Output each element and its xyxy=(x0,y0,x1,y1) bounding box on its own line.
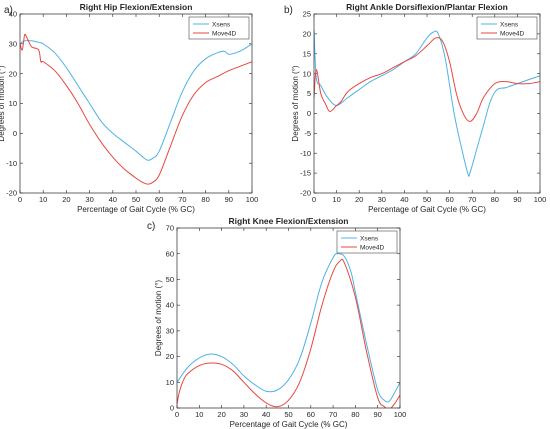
panel-label: a) xyxy=(4,5,13,16)
series-line-move4d xyxy=(314,37,540,122)
y-tick-label: -15 xyxy=(300,169,311,178)
y-tick-label: -10 xyxy=(300,149,311,158)
x-tick-label: 60 xyxy=(445,195,453,204)
y-tick-label: 30 xyxy=(9,39,17,48)
x-tick-label: 80 xyxy=(351,410,359,419)
x-tick-label: 60 xyxy=(155,195,163,204)
chart-title: Right Ankle Dorsiflexion/Plantar Flexion xyxy=(346,2,508,12)
y-tick-label: 0 xyxy=(170,404,174,413)
y-tick-label: 15 xyxy=(303,49,311,58)
plot-frame xyxy=(313,13,541,194)
legend-entry: Xsens xyxy=(500,22,519,29)
y-tick-label: 40 xyxy=(166,301,174,310)
legend: Xsens Move4D xyxy=(188,16,250,40)
legend-entry: Xsens xyxy=(212,22,231,29)
x-tick-label: 10 xyxy=(39,195,47,204)
x-tick-label: 40 xyxy=(400,195,408,204)
y-tick-label: 0 xyxy=(13,129,17,138)
x-tick-label: 10 xyxy=(195,410,203,419)
y-tick-label: -20 xyxy=(300,189,311,198)
chart-panel-2: b) Right Ankle Dorsiflexion/Plantar Flexi… xyxy=(284,2,546,214)
y-axis-label: Degrees of motion (°) xyxy=(0,65,6,141)
legend-entry: Move4D xyxy=(500,31,525,38)
y-tick-label: -10 xyxy=(6,159,17,168)
x-axis-label: Percentage of Gait Cycle (% GC) xyxy=(368,205,486,214)
x-tick-label: 80 xyxy=(201,195,209,204)
x-tick-label: 30 xyxy=(240,410,248,419)
x-tick-label: 10 xyxy=(332,195,340,204)
x-tick-label: 100 xyxy=(394,410,407,419)
x-tick-label: 20 xyxy=(62,195,70,204)
y-tick-label: 70 xyxy=(166,224,174,233)
chart-title: Right Knee Flexion/Extension xyxy=(229,216,349,226)
y-axis-label: Degrees of motion (°) xyxy=(154,280,163,356)
legend-entry: Move4D xyxy=(212,31,237,38)
x-tick-label: 70 xyxy=(468,195,476,204)
x-tick-label: 50 xyxy=(132,195,140,204)
y-tick-label: 20 xyxy=(9,69,17,78)
y-tick-label: 20 xyxy=(303,29,311,38)
series-line-move4d xyxy=(20,33,252,185)
x-tick-label: 0 xyxy=(312,195,316,204)
y-tick-label: 20 xyxy=(166,352,174,361)
x-tick-label: 80 xyxy=(491,195,499,204)
x-tick-label: 90 xyxy=(374,410,382,419)
panel-label: b) xyxy=(284,5,293,16)
y-tick-label: 40 xyxy=(9,10,17,19)
x-tick-label: 40 xyxy=(262,410,270,419)
y-tick-label: 60 xyxy=(166,249,174,258)
x-tick-label: 0 xyxy=(175,410,179,419)
x-tick-label: 60 xyxy=(307,410,315,419)
y-tick-label: 50 xyxy=(166,275,174,284)
legend: Xsens Move4D xyxy=(476,16,538,40)
x-tick-label: 20 xyxy=(217,410,225,419)
x-axis-label: Percentage of Gait Cycle (% GC) xyxy=(77,205,195,214)
series-line-xsens xyxy=(20,40,252,161)
x-tick-label: 40 xyxy=(109,195,117,204)
x-tick-label: 90 xyxy=(513,195,521,204)
x-tick-label: 100 xyxy=(534,195,547,204)
y-tick-label: 25 xyxy=(303,10,311,19)
x-tick-label: 90 xyxy=(225,195,233,204)
y-tick-label: 10 xyxy=(303,69,311,78)
plot-frame xyxy=(176,227,401,409)
chart-panel-3: c) Right Knee Flexion/Extension 0 10 20 30 40 5… xyxy=(147,216,406,429)
series-line-xsens xyxy=(314,29,540,177)
x-tick-label: 0 xyxy=(18,195,22,204)
x-tick-label: 70 xyxy=(329,410,337,419)
x-tick-label: 70 xyxy=(178,195,186,204)
x-tick-label: 20 xyxy=(355,195,363,204)
legend-entry: Xsens xyxy=(360,236,379,243)
chart-panel-1: a) Right Hip Flexion/Extension 0 10 20 30 40 50… xyxy=(0,2,258,214)
x-tick-label: 30 xyxy=(378,195,386,204)
series-line-move4d xyxy=(177,258,400,408)
x-axis-label: Percentage of Gait Cycle (% GC) xyxy=(230,420,348,429)
chart-title: Right Hip Flexion/Extension xyxy=(80,2,193,12)
x-tick-label: 100 xyxy=(246,195,259,204)
plot-frame xyxy=(19,13,253,194)
x-tick-label: 30 xyxy=(85,195,93,204)
y-tick-label: -5 xyxy=(304,129,311,138)
x-tick-label: 50 xyxy=(284,410,292,419)
y-tick-label: -20 xyxy=(6,189,17,198)
y-tick-label: 5 xyxy=(307,89,311,98)
legend-entry: Move4D xyxy=(360,245,385,252)
x-tick-label: 50 xyxy=(423,195,431,204)
series-line-xsens xyxy=(177,253,400,403)
y-tick-label: 0 xyxy=(307,109,311,118)
legend: Xsens Move4D xyxy=(336,230,398,254)
y-tick-label: 10 xyxy=(166,378,174,387)
y-tick-label: 30 xyxy=(166,326,174,335)
panel-label: c) xyxy=(147,221,155,232)
y-axis-label: Degrees of motion (°) xyxy=(291,65,300,141)
y-tick-label: 10 xyxy=(9,99,17,108)
